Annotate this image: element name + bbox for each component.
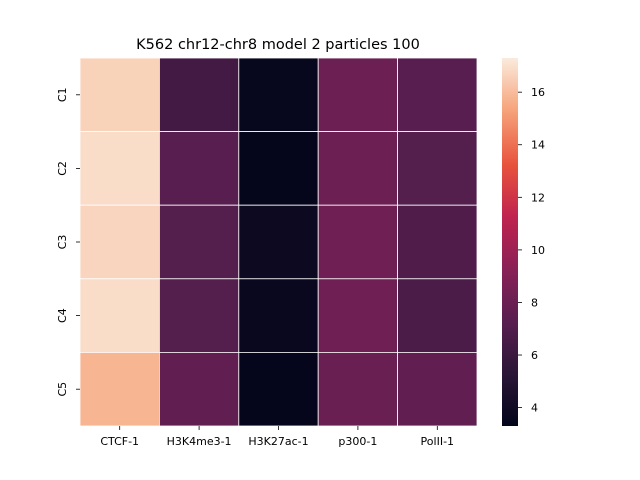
colorbar-tick-label: 6 — [531, 349, 538, 362]
heatmap-cell-C4-CTCF-1 — [79, 278, 160, 353]
heatmap-cell-C5-PolII-1 — [397, 351, 478, 427]
colorbar: 4 6 8 10 12 14 16 — [502, 58, 545, 426]
y-tick-label: C5 — [56, 382, 69, 397]
x-tick-label: CTCF-1 — [100, 435, 139, 448]
heatmap-cell-C4-PolII-1 — [397, 278, 478, 353]
heatmap-cell-C5-p300-1 — [317, 351, 399, 427]
x-axis: CTCF-1 H3K4me3-1 H3K27ac-1 p300-1 PolII-1 — [100, 426, 454, 448]
heatmap-cell-C4-H3K27ac-1 — [238, 278, 319, 353]
heatmap-cell-C3-p300-1 — [317, 204, 399, 280]
y-tick-label: C1 — [56, 87, 69, 102]
heatmap-cell-C3-CTCF-1 — [79, 204, 160, 280]
heatmap-cell-C5-H3K4me3-1 — [158, 351, 240, 427]
heatmap-cell-C2-H3K4me3-1 — [158, 131, 240, 206]
colorbar-tick-label: 14 — [531, 139, 545, 152]
colorbar-tick-label: 12 — [531, 191, 545, 204]
heatmap-cell-C3-H3K27ac-1 — [238, 204, 319, 280]
colorbar-ticks: 4 6 8 10 12 14 16 — [518, 86, 545, 415]
heatmap-cell-C2-p300-1 — [317, 131, 399, 206]
heatmap-cell-C4-H3K4me3-1 — [158, 278, 240, 353]
x-tick-label: p300-1 — [338, 435, 377, 448]
colorbar-tick-label: 16 — [531, 86, 545, 99]
y-tick-label: C2 — [56, 161, 69, 176]
heatmap-cell-C1-CTCF-1 — [79, 57, 160, 132]
colorbar-tick-label: 8 — [531, 296, 538, 309]
heatmap-cell-C3-H3K4me3-1 — [158, 204, 240, 280]
heatmap-cell-C2-PolII-1 — [397, 131, 478, 206]
x-tick-label: H3K27ac-1 — [248, 435, 308, 448]
colorbar-tick-label: 10 — [531, 244, 545, 257]
heatmap-cell-C2-H3K27ac-1 — [238, 131, 319, 206]
colorbar-tick-label: 4 — [531, 402, 538, 415]
x-tick-label: PolII-1 — [421, 435, 454, 448]
heatmap-cell-C1-H3K4me3-1 — [158, 57, 240, 132]
heatmap-cell-C5-CTCF-1 — [79, 351, 160, 427]
colorbar-scale — [502, 58, 518, 426]
heatmap-cells — [79, 57, 478, 427]
heatmap-cell-C5-H3K27ac-1 — [238, 351, 319, 427]
y-tick-label: C3 — [56, 235, 69, 250]
heatmap-cell-C4-p300-1 — [317, 278, 399, 353]
heatmap-cell-C1-H3K27ac-1 — [238, 57, 319, 132]
heatmap-cell-C3-PolII-1 — [397, 204, 478, 280]
heatmap-cell-C2-CTCF-1 — [79, 131, 160, 206]
y-axis: C1 C2 C3 C4 C5 — [56, 87, 80, 397]
heatmap-cell-C1-PolII-1 — [397, 57, 478, 132]
y-tick-label: C4 — [56, 308, 69, 323]
x-tick-label: H3K4me3-1 — [167, 435, 232, 448]
chart-title: K562 chr12-chr8 model 2 particles 100 — [136, 37, 420, 53]
heatmap-cell-C1-p300-1 — [317, 57, 399, 132]
